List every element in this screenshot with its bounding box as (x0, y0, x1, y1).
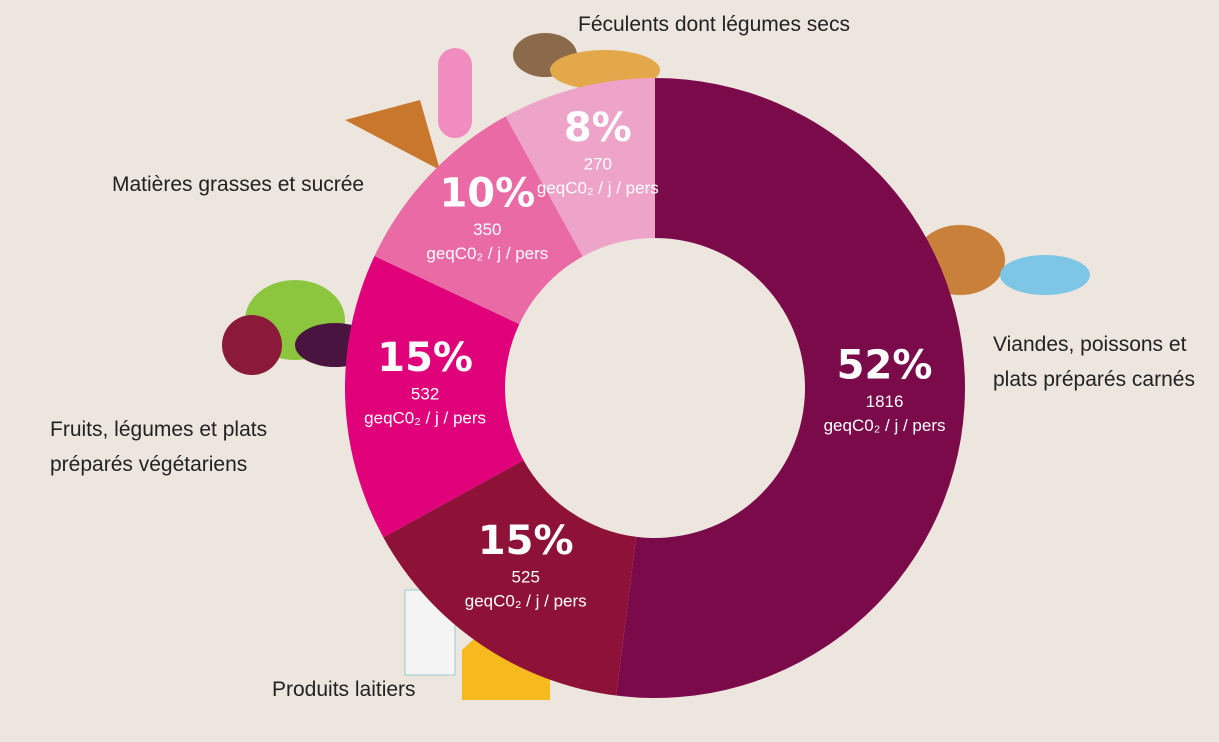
unit-label: geqC0₂ / j / pers (364, 409, 486, 428)
category-label: Produits laitiers (272, 678, 416, 701)
percent-label: 8% (564, 105, 632, 151)
amount-label: 1816 (866, 392, 904, 411)
icon (438, 48, 472, 138)
donut-segment (345, 256, 524, 538)
category-label: Matières grasses et sucrée (112, 173, 364, 196)
category-label: Fruits, légumes et plats préparés végétar… (50, 418, 267, 476)
percent-label: 15% (478, 518, 574, 564)
amount-label: 532 (411, 385, 439, 404)
unit-label: geqC0₂ / j / pers (824, 416, 946, 435)
icon (222, 315, 282, 375)
category-label: Viandes, poissons et plats préparés carné… (993, 333, 1195, 391)
unit-label: geqC0₂ / j / pers (537, 179, 659, 198)
amount-label: 525 (512, 568, 540, 587)
percent-label: 10% (439, 171, 535, 217)
donut-segment (616, 78, 966, 698)
unit-label: geqC0₂ / j / pers (426, 244, 548, 263)
percent-label: 52% (837, 342, 933, 388)
donut-segment (374, 116, 583, 325)
category-label: Féculents dont légumes secs (578, 13, 850, 36)
unit-label: geqC0₂ / j / pers (465, 592, 587, 611)
percent-label: 15% (377, 335, 473, 381)
icon (1000, 255, 1090, 295)
amount-label: 350 (473, 220, 501, 239)
donut-segment (383, 460, 637, 696)
donut-segment (505, 78, 655, 257)
amount-label: 270 (584, 155, 612, 174)
icon (345, 100, 440, 170)
